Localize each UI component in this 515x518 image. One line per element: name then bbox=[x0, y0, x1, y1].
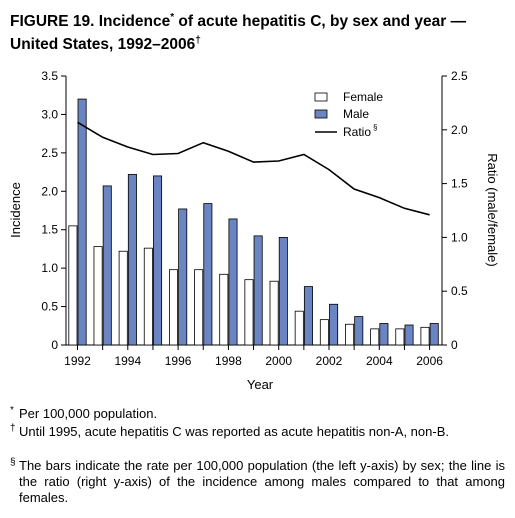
x-tick-label: 2002 bbox=[316, 354, 343, 368]
x-axis-title: Year bbox=[247, 377, 274, 392]
female-bar bbox=[294, 310, 304, 346]
female-bar bbox=[269, 280, 279, 346]
title-footnote-mark-2: † bbox=[195, 35, 201, 47]
y-axis-title: Incidence bbox=[8, 182, 23, 238]
x-tick-label: 1992 bbox=[64, 354, 91, 368]
female-bar bbox=[68, 225, 78, 346]
figure-title-line-1: FIGURE 19. Incidence* of acute hepatitis… bbox=[10, 8, 510, 31]
female-bar bbox=[345, 323, 355, 346]
y-tick-label: 2.5 bbox=[41, 146, 58, 160]
legend-label-female: Female bbox=[343, 90, 383, 104]
male-bar bbox=[278, 236, 288, 346]
male-bar bbox=[404, 324, 414, 346]
footnote-mark-3: § bbox=[10, 457, 16, 468]
male-bar bbox=[379, 323, 389, 346]
female-bar bbox=[118, 250, 128, 346]
y2-tick-label: 1.0 bbox=[451, 230, 468, 244]
male-bar bbox=[178, 208, 188, 346]
footnote-mark-1: * bbox=[10, 405, 14, 416]
male-bar bbox=[77, 98, 87, 346]
figure-title-line-2: United States, 1992–2006† bbox=[10, 31, 510, 54]
x-tick-label: 2000 bbox=[265, 354, 292, 368]
footnote-text-3: The bars indicate the rate per 100,000 p… bbox=[19, 458, 505, 505]
y2-tick-label: 2.0 bbox=[451, 123, 468, 137]
footnote-2: † Until 1995, acute hepatitis C was repor… bbox=[10, 423, 505, 440]
male-bar bbox=[354, 316, 364, 346]
chart: 0 0.5 1.0 1.5 2.0 2.5 3.0 3.5 0 0.5 1.0 1.5 2.0 2.5 19… bbox=[8, 69, 500, 392]
footnote-mark-2: † bbox=[10, 423, 16, 434]
male-bar bbox=[102, 185, 112, 346]
female-bar bbox=[420, 326, 430, 346]
legend-swatch-female bbox=[314, 92, 328, 102]
female-bar bbox=[370, 328, 380, 346]
legend-swatch-male bbox=[314, 109, 328, 119]
y2-tick-label: 0 bbox=[451, 338, 458, 352]
male-bar bbox=[429, 323, 439, 346]
male-bar bbox=[329, 303, 339, 346]
y2-tick-label: 1.5 bbox=[451, 177, 468, 191]
y-tick-label: 0.5 bbox=[41, 300, 58, 314]
y-tick-label: 1.5 bbox=[41, 223, 58, 237]
title-footnote-mark-1: * bbox=[170, 12, 175, 23]
male-bar bbox=[203, 203, 213, 346]
female-bar bbox=[244, 279, 254, 346]
y-tick-label: 3.5 bbox=[41, 69, 58, 83]
female-bar bbox=[194, 269, 204, 346]
title-text-2: United States, 1992–2006 bbox=[10, 36, 196, 54]
legend-ratio-footnote-mark: § bbox=[373, 123, 377, 132]
female-bar bbox=[219, 273, 229, 346]
female-bar bbox=[395, 328, 405, 346]
female-bar bbox=[143, 247, 153, 346]
x-tick-label: 1994 bbox=[114, 354, 141, 368]
y2-tick-label: 2.5 bbox=[451, 69, 468, 83]
male-bar bbox=[127, 173, 137, 346]
footnote-text-1: Per 100,000 population. bbox=[19, 406, 158, 421]
y2-tick-label: 0.5 bbox=[451, 284, 468, 298]
title-text-1: FIGURE 19. Incidence bbox=[10, 13, 171, 31]
x-tick-label: 2006 bbox=[416, 354, 443, 368]
legend-label-male: Male bbox=[343, 107, 369, 121]
male-bar bbox=[153, 175, 163, 346]
y-tick-label: 0 bbox=[51, 338, 58, 352]
male-bar bbox=[228, 218, 238, 346]
footnote-1: * Per 100,000 population. bbox=[10, 405, 505, 422]
title-text-1-rest: of acute hepatitis C, by sex and year — bbox=[174, 13, 467, 31]
y-tick-label: 3.0 bbox=[41, 107, 58, 121]
y-tick-label: 1.0 bbox=[41, 261, 58, 275]
figure-title: FIGURE 19. Incidence* of acute hepatitis… bbox=[10, 8, 510, 54]
x-tick-label: 1998 bbox=[215, 354, 242, 368]
footnote-text-2: Until 1995, acute hepatitis C was report… bbox=[19, 424, 449, 439]
footnote-3: § The bars indicate the rate per 100,000 … bbox=[10, 457, 505, 506]
ratio-line bbox=[77, 121, 430, 216]
female-bar bbox=[168, 269, 178, 346]
legend-label-ratio: Ratio bbox=[343, 125, 371, 139]
female-bar bbox=[93, 246, 103, 346]
y2-axis-title: Ratio (male/female) bbox=[485, 153, 500, 266]
x-tick-label: 2004 bbox=[366, 354, 393, 368]
male-bar bbox=[253, 235, 263, 346]
x-tick-label: 1996 bbox=[165, 354, 192, 368]
y-tick-label: 2.0 bbox=[41, 184, 58, 198]
male-bar bbox=[303, 286, 313, 346]
female-bar bbox=[319, 319, 329, 346]
